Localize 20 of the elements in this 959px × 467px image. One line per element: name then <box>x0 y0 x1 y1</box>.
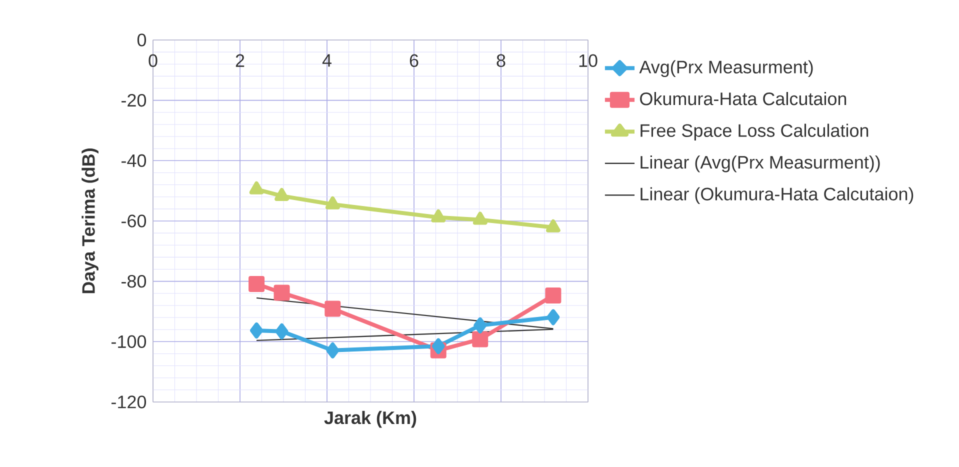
x-tick-label: 6 <box>410 54 418 67</box>
x-tick-label: 8 <box>496 54 506 67</box>
y-tick-label: -100 <box>112 335 146 348</box>
x-tick-label: 2 <box>236 54 244 67</box>
y-tick-label: -120 <box>112 396 146 408</box>
legend-label: Okumura-Hata Calcutaion <box>640 92 846 106</box>
y-tick-label: -20 <box>122 94 146 107</box>
x-tick-label: 10 <box>579 54 598 67</box>
x-axis-title: Jarak (Km) <box>324 410 416 428</box>
legend-label: Linear (Okumura-Hata Calcutaion) <box>640 187 914 204</box>
y-axis-title: Daya Terima (dB) <box>82 148 98 294</box>
legend-label: Linear (Avg(Prx Measurment)) <box>640 155 880 172</box>
y-tick-label: -80 <box>122 274 146 288</box>
y-tick-label: -60 <box>122 214 146 228</box>
x-tick-label: 0 <box>148 54 158 67</box>
y-tick-label: -40 <box>122 154 146 168</box>
y-tick-label: 0 <box>137 34 146 46</box>
legend-label: Avg(Prx Measurment) <box>639 60 813 78</box>
x-tick-label: 4 <box>322 54 332 67</box>
legend-label: Free Space Loss Calculation <box>640 124 868 141</box>
